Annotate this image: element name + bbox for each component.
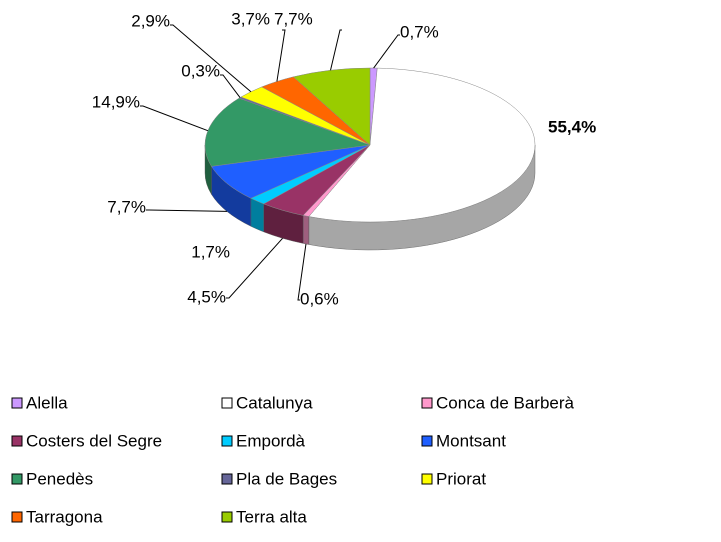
leader-line	[330, 29, 342, 71]
leader-line	[170, 24, 252, 93]
leader-line	[146, 209, 228, 212]
data-label: 0,6%	[300, 289, 339, 308]
legend-swatch	[11, 435, 23, 447]
data-label: 7,7%	[107, 197, 146, 216]
legend-label: Penedès	[26, 469, 93, 488]
data-label: 7,7%	[274, 9, 313, 28]
data-label: 2,9%	[131, 11, 170, 30]
legend-label: Costers del Segre	[26, 431, 162, 450]
leader-line	[297, 243, 307, 301]
leader-line	[276, 29, 286, 82]
leader-line	[373, 34, 400, 69]
slice-side	[302, 215, 310, 245]
data-label: 14,9%	[92, 92, 140, 111]
legend-swatch	[11, 511, 23, 523]
slice	[204, 97, 371, 167]
legend-label: Montsant	[436, 431, 506, 450]
legend-label: Tarragona	[26, 507, 103, 526]
legend-label: Pla de Bages	[236, 469, 337, 488]
legend-swatch	[221, 473, 233, 485]
legend-swatch	[421, 435, 433, 447]
legend-swatch	[221, 435, 233, 447]
data-label: 55,4%	[548, 117, 596, 136]
leader-line	[140, 105, 209, 132]
legend-swatch	[421, 473, 433, 485]
legend-label: Empordà	[236, 431, 306, 450]
leader-line	[226, 237, 283, 299]
legend-swatch	[11, 397, 23, 409]
legend-swatch	[221, 511, 233, 523]
data-label: 0,7%	[400, 22, 439, 41]
legend-swatch	[421, 397, 433, 409]
legend-label: Terra alta	[236, 507, 307, 526]
data-label: 3,7%	[231, 9, 270, 28]
legend-swatch	[221, 397, 233, 409]
legend-label: Alella	[26, 393, 68, 412]
data-label: 4,5%	[187, 287, 226, 306]
data-label: 0,3%	[181, 61, 220, 80]
leader-line	[220, 74, 241, 98]
legend-label: Catalunya	[236, 393, 313, 412]
legend-label: Priorat	[436, 469, 486, 488]
slice	[308, 67, 536, 223]
data-label: 1,7%	[191, 242, 230, 261]
legend-label: Conca de Barberà	[436, 393, 575, 412]
legend-swatch	[11, 473, 23, 485]
